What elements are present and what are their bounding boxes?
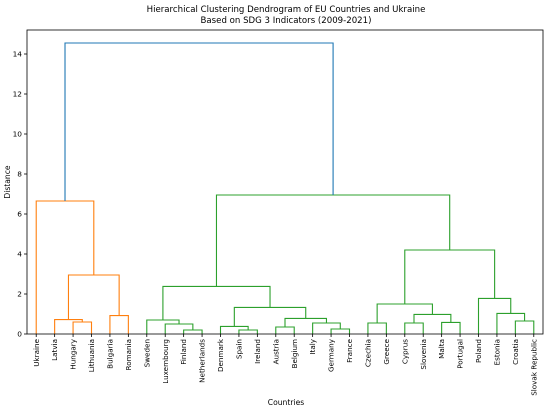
leaf-label: Bulgaria bbox=[106, 339, 115, 369]
y-tick-label: 6 bbox=[17, 210, 22, 219]
y-tick-label: 8 bbox=[17, 170, 22, 179]
leaf-label: Greece bbox=[382, 338, 391, 364]
chart-subtitle: Based on SDG 3 Indicators (2009-2021) bbox=[201, 16, 372, 26]
leaf-label: Lithuania bbox=[87, 339, 96, 372]
leaf-label: Latvia bbox=[50, 339, 59, 361]
leaf-label: Austria bbox=[271, 339, 280, 364]
y-tick-label: 2 bbox=[17, 290, 22, 299]
leaf-label: Cyprus bbox=[400, 339, 409, 364]
dendrogram-link bbox=[109, 315, 129, 334]
dendrogram-link bbox=[238, 329, 258, 334]
dendrogram-link bbox=[164, 323, 194, 334]
leaf-label: France bbox=[345, 338, 354, 362]
dendrogram-link bbox=[233, 306, 307, 327]
dendrogram-link bbox=[404, 322, 424, 334]
leaf-label: Denmark bbox=[216, 338, 225, 372]
dendrogram-link bbox=[162, 285, 271, 320]
leaf-label: Estonia bbox=[493, 339, 502, 365]
leaf-label: Ukraine bbox=[32, 338, 41, 366]
dendrogram-link bbox=[146, 319, 180, 334]
leaf-label: Spain bbox=[235, 339, 244, 359]
dendrogram-link bbox=[413, 313, 452, 323]
dendrogram-link bbox=[67, 274, 120, 320]
dendrogram-link bbox=[275, 326, 295, 334]
leaf-label: Italy bbox=[308, 338, 317, 354]
leaf-label: Malta bbox=[437, 339, 446, 359]
dendrogram-link bbox=[441, 321, 461, 334]
dendrogram-link bbox=[183, 329, 203, 334]
dendrogram-link bbox=[496, 312, 526, 334]
y-axis: 0 2 4 6 8 10 12 14 bbox=[13, 50, 27, 339]
leaf-label: Romania bbox=[124, 339, 133, 370]
dendrogram-link bbox=[35, 200, 95, 334]
leaf-label: Portugal bbox=[456, 339, 465, 369]
leaf-label: Ireland bbox=[253, 339, 262, 364]
x-axis-label: Countries bbox=[268, 398, 304, 407]
y-tick-label: 12 bbox=[13, 90, 22, 99]
leaf-label: Sweden bbox=[142, 339, 151, 367]
y-tick-label: 14 bbox=[13, 50, 23, 59]
dendrogram-link bbox=[514, 320, 535, 334]
x-axis: Ukraine Latvia Hungary Lithuania Bulgaria Rom… bbox=[32, 334, 538, 396]
chart-title: Hierarchical Clustering Dendrogram of EU… bbox=[147, 5, 426, 15]
leaf-label: Czechia bbox=[364, 339, 373, 367]
dendrogram-link bbox=[367, 322, 387, 334]
plot-frame bbox=[26, 29, 544, 335]
dendrogram-link bbox=[404, 249, 496, 304]
dendrogram-link bbox=[72, 321, 93, 334]
dendrogram-link bbox=[64, 42, 334, 201]
leaf-label: Slovenia bbox=[419, 339, 428, 370]
dendrogram-link bbox=[376, 303, 433, 323]
leaf-label: Germany bbox=[327, 338, 336, 372]
dendrogram-link bbox=[215, 194, 451, 287]
leaf-label: Finland bbox=[179, 339, 188, 365]
y-tick-label: 10 bbox=[13, 130, 23, 139]
dendrogram-links bbox=[35, 42, 535, 334]
leaf-label: Netherlands bbox=[198, 339, 207, 383]
y-tick-label: 0 bbox=[17, 330, 22, 339]
y-axis-label: Distance bbox=[3, 165, 12, 199]
leaf-label: Slovak Republic bbox=[529, 339, 538, 396]
dendrogram-link bbox=[330, 328, 351, 334]
leaf-label: Luxembourg bbox=[161, 339, 170, 384]
leaf-label: Belgium bbox=[290, 339, 299, 368]
leaf-label: Poland bbox=[474, 339, 483, 363]
leaf-label: Hungary bbox=[69, 338, 78, 369]
leaf-label: Croatia bbox=[511, 339, 520, 365]
dendrogram-link bbox=[477, 297, 512, 334]
y-tick-label: 4 bbox=[17, 250, 22, 259]
